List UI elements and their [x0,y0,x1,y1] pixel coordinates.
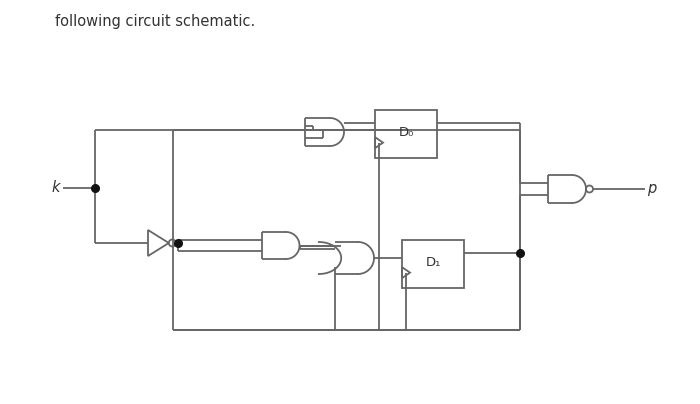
Text: D₀: D₀ [398,126,414,139]
Text: D₁: D₁ [426,257,441,269]
Text: following circuit schematic.: following circuit schematic. [55,14,256,29]
Bar [375,110,437,158]
Text: k: k [52,181,60,196]
Text: p: p [647,181,657,196]
Bar [402,240,464,288]
